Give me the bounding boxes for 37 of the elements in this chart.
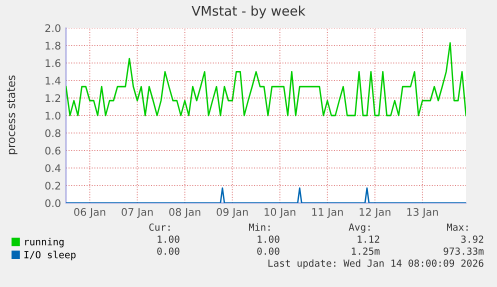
- y-tick-label: 0.8: [45, 129, 60, 138]
- text: Min:: [248, 223, 270, 231]
- y-tick-label: 1.8: [46, 42, 60, 50]
- text: 3.92: [461, 235, 484, 243]
- text: 973.33m: [444, 247, 484, 255]
- x-tick-label: 10 Jan: [264, 208, 296, 218]
- y-axis-title: process states: [7, 75, 18, 154]
- legend-label: I/O sleep: [24, 250, 76, 260]
- text: Last update: Wed Jan 14 08:00:09 2026: [268, 259, 484, 269]
- x-tick-label: 08 Jan: [169, 208, 200, 218]
- text: 0.00: [157, 247, 180, 255]
- x-tick-label: 07 Jan: [122, 208, 153, 218]
- text: Max:: [446, 224, 468, 231]
- text: Avg:: [348, 224, 370, 233]
- text: Cur:: [149, 223, 170, 231]
- y-tick-label: 2.0: [45, 24, 60, 32]
- x-tick-label: 12 Jan: [360, 208, 390, 218]
- x-tick-label: 09 Jan: [216, 208, 248, 218]
- y-tick-label: 1.6: [46, 59, 60, 68]
- x-tick-label: 13 Jan: [407, 208, 438, 218]
- text: 1.12: [358, 235, 380, 243]
- x-tick-label: 11 Jan: [312, 208, 343, 218]
- y-tick-label: 0.6: [45, 146, 60, 155]
- y-tick-label: 0.2: [45, 182, 60, 190]
- legend-label: running: [25, 238, 64, 248]
- text: 1.00: [258, 235, 280, 243]
- y-tick-label: 0.4: [45, 164, 61, 172]
- text: 0.00: [257, 247, 280, 255]
- x-tick-label: 06 Jan: [74, 208, 106, 218]
- y-tick-label: 1.0: [46, 112, 60, 120]
- text: 1.25m: [352, 247, 380, 255]
- y-tick-label: 1.4: [46, 76, 61, 84]
- line-series: [66, 42, 466, 116]
- y-tick-label: 1.2: [46, 94, 60, 102]
- chart-title: VMstat - by week: [192, 6, 306, 18]
- text: 1.00: [158, 235, 180, 243]
- y-tick-label: 0.0: [45, 199, 60, 208]
